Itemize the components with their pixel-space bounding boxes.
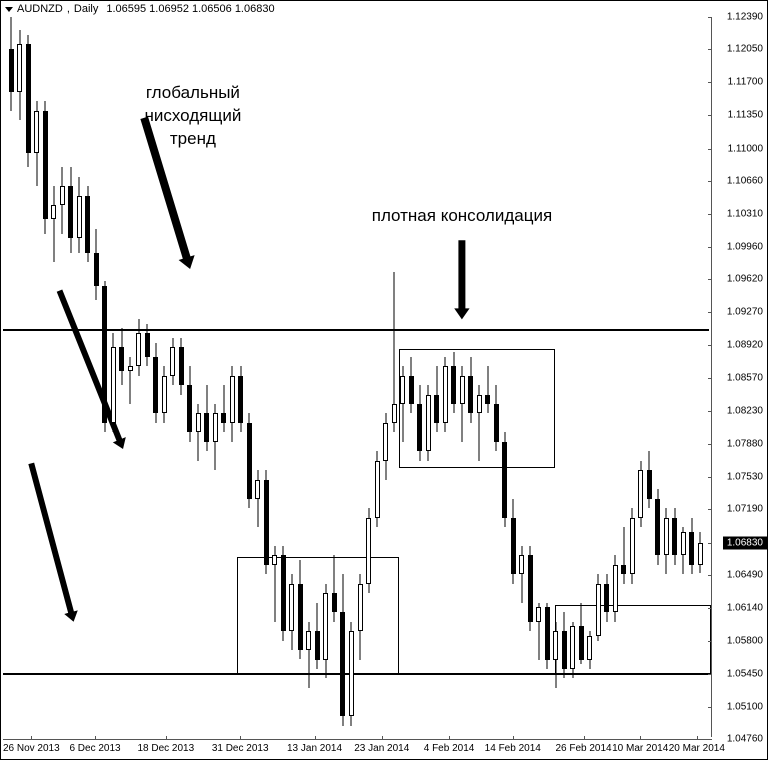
y-tick-label: 1.08230	[727, 405, 763, 416]
y-tick-label: 1.11350	[728, 110, 763, 121]
current-price-marker: 1.06830	[723, 537, 767, 550]
dropdown-icon[interactable]	[5, 7, 13, 12]
y-tick-label: 1.09270	[727, 307, 763, 318]
y-tick-label: 1.11700	[728, 77, 763, 88]
x-tick-label: 26 Nov 2013	[3, 743, 60, 754]
x-tick-label: 6 Dec 2013	[69, 743, 120, 754]
y-tick-label: 1.12050	[727, 44, 763, 55]
x-tick-label: 23 Jan 2014	[354, 743, 409, 754]
y-tick-label: 1.09620	[727, 274, 763, 285]
chart-container: AUDNZD,Daily 1.06595 1.06952 1.06506 1.0…	[0, 0, 768, 760]
arrow-icon	[454, 240, 469, 319]
y-tick-label: 1.08920	[727, 340, 763, 351]
x-tick-label: 20 Mar 2014	[669, 743, 725, 754]
y-tick-label: 1.04760	[727, 734, 763, 745]
y-tick-label: 1.05100	[727, 701, 763, 712]
x-tick-label: 26 Feb 2014	[555, 743, 611, 754]
y-tick-label: 1.07880	[727, 438, 763, 449]
y-tick-label: 1.06490	[727, 570, 763, 581]
x-tick-label: 13 Jan 2014	[287, 743, 342, 754]
x-tick-label: 14 Feb 2014	[485, 743, 541, 754]
x-tick-label: 18 Dec 2013	[137, 743, 194, 754]
plot-area[interactable]: глобальныйнисходящийтренд плотная консоли…	[3, 17, 709, 737]
x-tick-label: 10 Mar 2014	[612, 743, 668, 754]
y-tick-label: 1.10310	[727, 208, 763, 219]
y-tick-label: 1.06140	[727, 603, 763, 614]
x-tick-label: 4 Feb 2014	[424, 743, 475, 754]
y-tick-label: 1.09960	[727, 241, 763, 252]
chart-title-bar: AUDNZD,Daily 1.06595 1.06952 1.06506 1.0…	[5, 3, 275, 15]
annotation-text: глобальныйнисходящийтренд	[93, 82, 293, 151]
ohlc-values: 1.06595 1.06952 1.06506 1.06830	[106, 3, 274, 15]
timeframe-label: Daily	[74, 3, 98, 15]
y-tick-label: 1.11000	[728, 143, 763, 154]
y-axis: 1.123901.120501.117001.113501.110001.106…	[711, 17, 767, 737]
y-tick-label: 1.07530	[727, 471, 763, 482]
annotation-text: плотная консолидация	[362, 205, 562, 228]
horizontal-line	[3, 329, 709, 331]
symbol-label: AUDNZD	[17, 3, 63, 15]
x-tick-label: 31 Dec 2013	[212, 743, 269, 754]
y-tick-label: 1.10660	[727, 175, 763, 186]
y-tick-label: 1.12390	[727, 12, 763, 23]
arrow-icon	[28, 463, 77, 622]
y-tick-label: 1.07190	[727, 504, 763, 515]
y-tick-label: 1.05450	[727, 668, 763, 679]
y-tick-label: 1.08570	[727, 373, 763, 384]
y-tick-label: 1.05800	[727, 635, 763, 646]
x-axis: 26 Nov 2013 6 Dec 2013 18 Dec 2013 31 Dec 2…	[3, 739, 709, 759]
